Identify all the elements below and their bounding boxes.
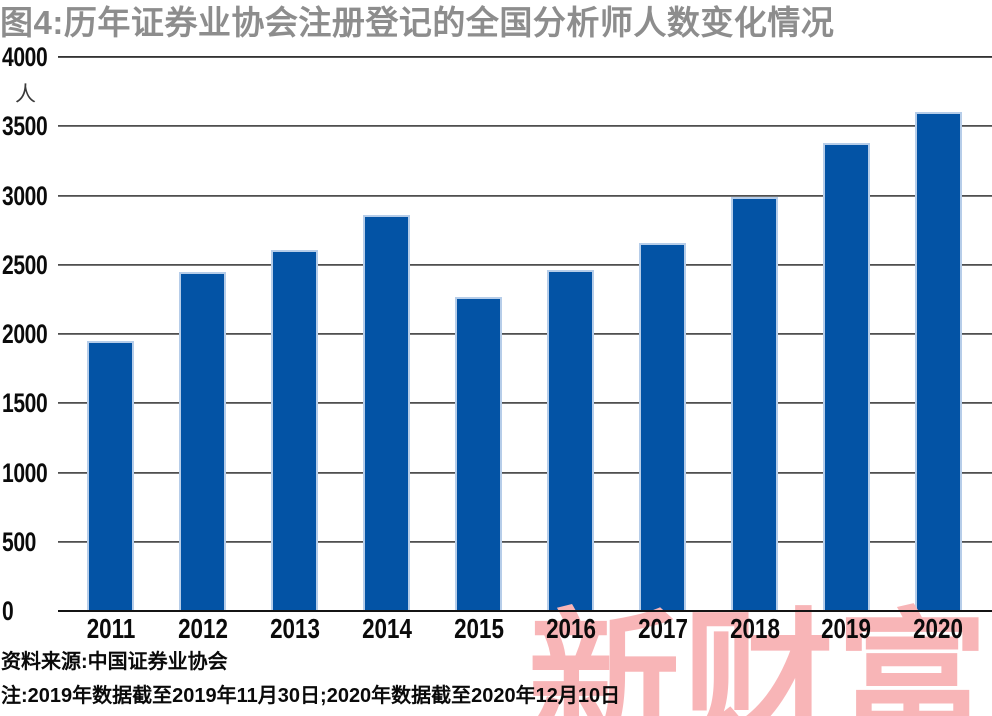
y-axis-tick-label: 3500 xyxy=(2,111,48,142)
bar-2016 xyxy=(547,270,595,611)
gridline-4000 xyxy=(58,56,992,58)
gridline-3500 xyxy=(58,125,992,128)
y-axis-tick-label: 3000 xyxy=(2,180,48,211)
y-axis-tick-label: 0 xyxy=(2,596,14,626)
x-axis-label-2016: 2016 xyxy=(545,613,596,644)
bar-2017 xyxy=(639,242,687,611)
gridline-1000 xyxy=(58,471,992,474)
gridline-500 xyxy=(58,540,992,543)
y-axis-tick-label: 2500 xyxy=(2,249,48,280)
x-axis-line xyxy=(58,610,992,612)
x-axis-label-2013: 2013 xyxy=(269,613,320,644)
chart-title: 图4:历年证券业协会注册登记的全国分析师人数变化情况 xyxy=(0,4,835,41)
x-axis-label-2015: 2015 xyxy=(453,613,504,644)
bar-2018 xyxy=(731,196,779,611)
y-axis-tick-label: 1000 xyxy=(2,457,48,488)
bar-2015 xyxy=(455,296,503,611)
gridline-3000 xyxy=(58,194,992,197)
x-axis-label-2011: 2011 xyxy=(86,613,136,644)
y-axis-tick-label: 1500 xyxy=(2,388,48,419)
x-axis-label-2014: 2014 xyxy=(361,613,412,644)
bar-2011 xyxy=(87,340,135,611)
note-text: 注:2019年数据截至2019年11月30日;2020年数据截至2020年12月… xyxy=(1,685,621,707)
source-text: 资料来源:中国证券业协会 xyxy=(1,651,228,673)
y-axis-unit-label: 人 xyxy=(15,83,36,106)
bar-2020 xyxy=(914,112,962,611)
gridline-1500 xyxy=(58,402,992,405)
x-axis-label-2020: 2020 xyxy=(913,613,964,644)
bar-2012 xyxy=(179,271,227,611)
y-axis-tick-label: 4000 xyxy=(2,42,48,72)
x-axis-label-2019: 2019 xyxy=(821,613,872,644)
bar-2013 xyxy=(271,249,319,611)
gridline-2000 xyxy=(58,333,992,335)
y-axis-tick-label: 2000 xyxy=(2,319,48,349)
x-axis-label-2018: 2018 xyxy=(729,613,780,644)
y-axis-tick-label: 500 xyxy=(2,526,36,557)
gridline-2500 xyxy=(58,263,992,266)
watermark-text: 新财富 xyxy=(528,592,990,716)
x-axis-label-2012: 2012 xyxy=(177,613,228,644)
bar-2014 xyxy=(363,214,411,611)
bar-2019 xyxy=(822,142,870,611)
x-axis-label-2017: 2017 xyxy=(637,613,688,644)
